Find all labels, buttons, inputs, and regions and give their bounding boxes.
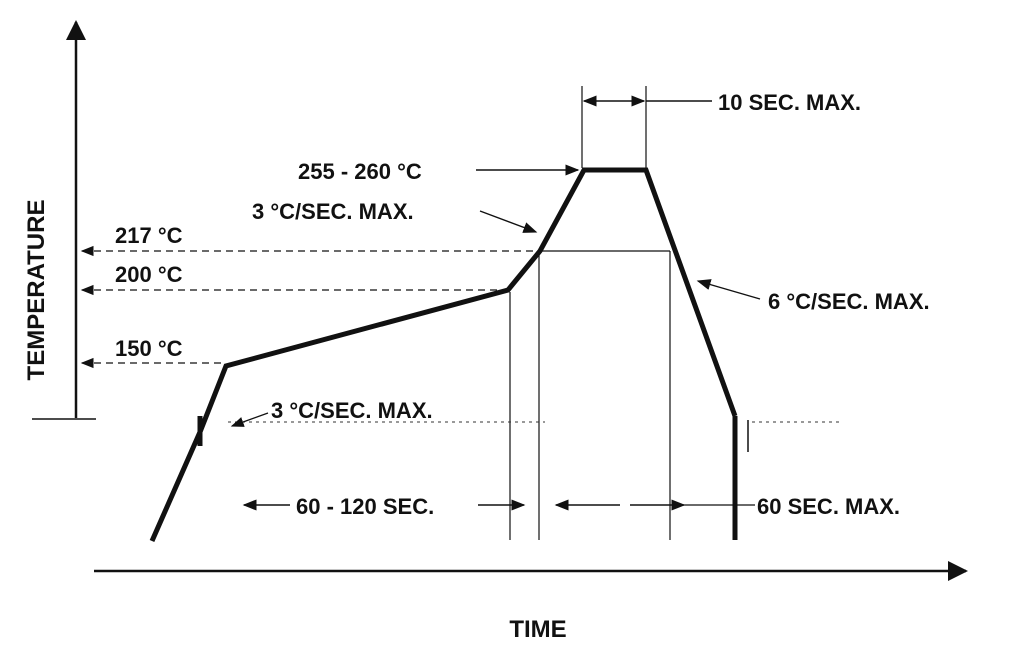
liquidus-time-label: 60 SEC. MAX. <box>757 494 900 519</box>
ramp-up-lower-label: 3 °C/SEC. MAX. <box>271 398 433 423</box>
x-axis-label: TIME <box>509 616 566 643</box>
peak-time-label: 10 SEC. MAX. <box>718 90 861 115</box>
ramp-up-upper-label: 3 °C/SEC. MAX. <box>252 199 414 224</box>
y-axis-label: TEMPERATURE <box>23 200 50 381</box>
reflow-profile-curve <box>149 167 738 543</box>
ramp-down-leader <box>696 279 761 300</box>
temp-label-150: 150 °C <box>115 336 183 361</box>
ramp-down-label: 6 °C/SEC. MAX. <box>768 289 930 314</box>
temp-label-217: 217 °C <box>115 223 183 248</box>
temp-label-200: 200 °C <box>115 262 183 287</box>
peak-temp-label: 255 - 260 °C <box>298 159 422 184</box>
ramp-up-upper-leader <box>479 210 538 233</box>
ramp-up-lower-leader <box>230 412 269 427</box>
soak-time-label: 60 - 120 SEC. <box>296 494 434 519</box>
